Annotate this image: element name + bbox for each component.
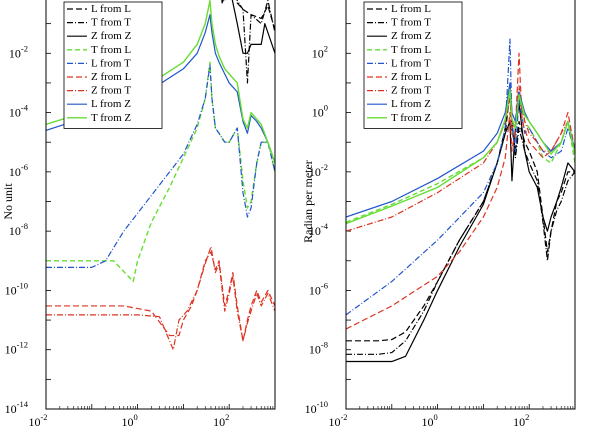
series-line-t-from-l (46, 61, 275, 283)
legend-entry: T from L (91, 44, 131, 56)
left-chart: 10-2 100 102 10-2 10-4 10-6 10-8 10-10 10-12 10-1… (1, 0, 276, 429)
legend-entry: T from Z (391, 112, 431, 124)
legend-entry: L from Z (391, 98, 431, 110)
y-tick-label: 10-10 (305, 399, 328, 416)
y-tick-label: 10-8 (309, 340, 328, 357)
y-tick-label: 102 (312, 43, 328, 60)
x-tick-label: 10-2 (328, 412, 347, 429)
y-tick-label: 10-12 (5, 340, 28, 357)
legend-entry: Z from Z (91, 30, 132, 42)
legend-entry: T from Z (91, 112, 131, 124)
legend-entry: Z from L (91, 71, 132, 83)
y-tick-label: 10-10 (5, 280, 28, 297)
x-tick-label: 102 (213, 412, 229, 429)
x-tick-label: 10-2 (28, 412, 47, 429)
legend-entry: T from T (391, 17, 431, 29)
legend-entry: L from L (91, 3, 131, 15)
y-tick-label: 10-4 (9, 103, 29, 120)
series-line-t-from-z (346, 88, 575, 225)
x-tick-label: 102 (513, 412, 529, 429)
y-tick-label: 10-14 (5, 399, 29, 416)
series-line-z-from-t (46, 246, 275, 351)
series-lines (46, 0, 275, 351)
x-tick-label: 100 (121, 412, 137, 429)
legend-entry: Z from L (391, 71, 432, 83)
legend-entry: Z from T (391, 85, 431, 97)
y-tick-label: 10-6 (309, 280, 328, 297)
series-line-l-from-t (346, 38, 575, 316)
series-line-t-from-z (46, 0, 275, 164)
right-chart: 10-2 100 10210210010-210-410-610-810-10Rad… (301, 0, 576, 429)
series-lines (346, 38, 575, 363)
legend-entry: L from Z (91, 98, 131, 110)
legend-entry: L from T (391, 57, 431, 69)
series-line-t-from-t (236, 0, 275, 84)
series-line-l-from-t (46, 64, 275, 268)
legend: L from L T from TZ from Z T from LL from T… (63, 1, 163, 129)
legend: L from L T from TZ from Z T from LL from T… (363, 1, 463, 129)
y-tick-label: 10-6 (9, 162, 28, 179)
y-tick-label: 100 (312, 103, 328, 120)
plot-frame (45, 0, 276, 410)
series-line-l-from-z (46, 14, 275, 164)
y-tick-label: 10-8 (9, 221, 28, 238)
legend-entry: L from T (91, 57, 131, 69)
legend-entry: T from L (391, 44, 431, 56)
legend-entry: Z from Z (391, 30, 432, 42)
series-line-z-from-z (221, 0, 275, 54)
series-line-t-from-l (346, 91, 575, 223)
legend-entry: L from L (391, 3, 431, 15)
y-axis-label: No unit (1, 183, 15, 220)
x-tick-label: 100 (421, 412, 437, 429)
y-tick-label: 10-2 (9, 43, 28, 60)
series-line-z-from-z (346, 103, 575, 363)
plot-frame (345, 0, 576, 410)
series-line-z-from-l (46, 251, 275, 342)
legend-entry: Z from T (91, 85, 131, 97)
legend-entry: T from T (91, 17, 131, 29)
y-axis-label: Radian per meter (301, 160, 315, 243)
